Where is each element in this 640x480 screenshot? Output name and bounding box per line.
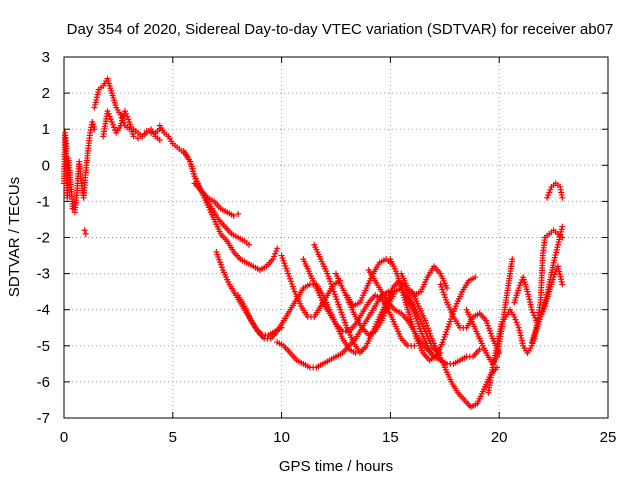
y-tick-label: 2	[42, 85, 50, 102]
data-point	[515, 285, 522, 292]
data-point	[274, 245, 281, 252]
data-point-interp	[270, 253, 277, 260]
data-point	[559, 281, 566, 288]
series-pass-25	[544, 180, 566, 201]
series-pass-4	[100, 108, 163, 144]
y-tick-label: -7	[37, 410, 50, 427]
data-point-interp	[529, 309, 536, 316]
series-pass-5	[156, 122, 281, 273]
data-point-interp	[512, 316, 519, 323]
series-pass-16	[365, 266, 483, 367]
series-pass-17	[387, 256, 479, 364]
x-tick-label: 15	[382, 429, 399, 446]
y-tick-label: -5	[37, 338, 50, 355]
data-point	[117, 111, 124, 118]
data-point	[235, 211, 242, 218]
data-point	[121, 108, 128, 115]
x-axis-label: GPS time / hours	[279, 458, 393, 475]
data-point	[550, 274, 557, 281]
chart-title: Day 354 of 2020, Sidereal Day-to-day VTE…	[67, 21, 614, 38]
x-tick-label: 20	[491, 429, 508, 446]
data-point-interp	[547, 186, 554, 193]
y-axis-label: SDTVAR / TECUs	[6, 177, 23, 297]
data-point	[528, 306, 535, 313]
data-point	[411, 342, 418, 349]
data-point	[544, 194, 551, 201]
x-tick-label: 10	[273, 429, 290, 446]
data-point-interp	[546, 189, 553, 196]
data-point	[472, 274, 479, 281]
data-point-interp	[514, 322, 521, 329]
data-point-interp	[513, 319, 520, 326]
series-pass-7	[191, 180, 242, 219]
series-pass-18	[398, 263, 450, 299]
data-point	[156, 137, 163, 144]
y-tick-label: -4	[37, 302, 50, 319]
y-tick-label: 3	[42, 49, 50, 66]
data-point	[476, 346, 483, 353]
data-point	[81, 227, 88, 234]
data-point-interp	[124, 113, 131, 120]
data-point	[511, 313, 518, 320]
data-point	[104, 108, 111, 115]
data-point-interp	[192, 175, 199, 182]
series-pass-9	[235, 281, 359, 357]
data-point-interp	[123, 110, 130, 117]
series-pass-12	[300, 256, 418, 349]
y-tick-label: -3	[37, 266, 50, 283]
series-pass-6	[180, 147, 252, 248]
y-tick-label: -6	[37, 374, 50, 391]
data-point	[559, 234, 566, 241]
series-pass-22	[485, 223, 566, 396]
data-point	[134, 135, 141, 142]
data-point	[269, 256, 276, 263]
data-point	[245, 241, 252, 248]
y-axis: -7 -6 -5 -4 -3 -2 -1 0 1 2 3	[37, 49, 608, 427]
data-point-interp	[273, 248, 280, 255]
data-point	[443, 285, 450, 292]
data-point-interp	[109, 121, 116, 128]
data-point	[559, 223, 566, 230]
x-axis: 0 5 10 15 20 25	[60, 57, 617, 446]
data-point	[82, 230, 89, 237]
data-point	[509, 256, 516, 263]
series-pass-21	[463, 256, 516, 367]
data-point-interp	[111, 124, 118, 131]
data-point-interp	[540, 305, 547, 312]
series-pass-1	[61, 118, 98, 216]
series-pass-24	[528, 227, 566, 346]
data-points	[61, 75, 566, 411]
data-point	[559, 194, 566, 201]
y-tick-label: 1	[42, 121, 50, 138]
data-point-interp	[106, 113, 113, 120]
data-point-interp	[125, 116, 132, 123]
data-point	[230, 212, 237, 219]
data-point	[130, 133, 137, 140]
data-point-interp	[107, 116, 114, 123]
data-point-interp	[105, 110, 112, 117]
data-point-interp	[272, 250, 279, 257]
grid	[64, 57, 608, 418]
x-tick-label: 5	[169, 429, 177, 446]
data-point	[191, 173, 198, 180]
data-point	[108, 118, 115, 125]
x-tick-label: 0	[60, 429, 68, 446]
y-tick-label: -2	[37, 230, 50, 247]
x-tick-label: 25	[600, 429, 617, 446]
data-point	[91, 126, 98, 133]
data-point-interp	[517, 279, 524, 286]
data-point-interp	[539, 308, 546, 315]
data-point-interp	[545, 192, 552, 199]
data-point-interp	[516, 282, 523, 289]
series-pass-2	[81, 227, 89, 237]
data-point-interp	[551, 271, 558, 278]
y-tick-label: 0	[42, 157, 50, 174]
y-tick-label: -1	[37, 193, 50, 210]
